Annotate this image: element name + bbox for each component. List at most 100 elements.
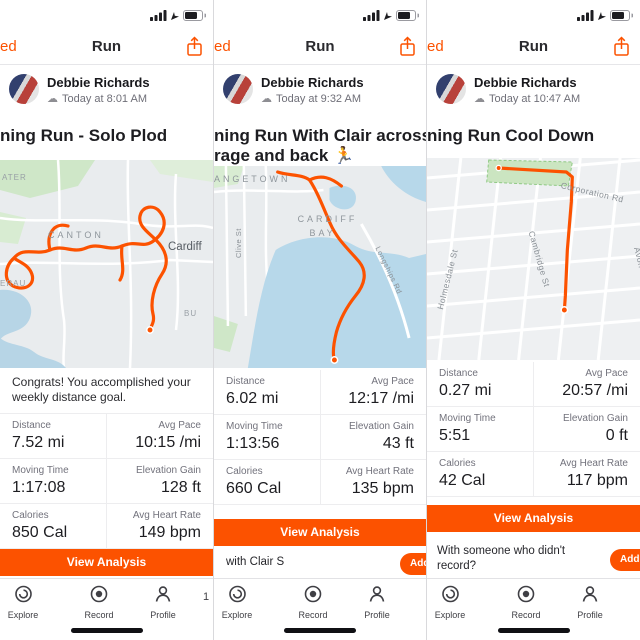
route-end-marker bbox=[560, 306, 569, 314]
stat-distance: Distance 6.02 mi bbox=[214, 370, 321, 414]
battery-icon bbox=[183, 10, 206, 21]
view-analysis-button[interactable]: View Analysis bbox=[214, 519, 426, 546]
activity-timestamp: ☁ Today at 8:01 AM bbox=[47, 92, 147, 106]
route-start-marker bbox=[495, 164, 502, 172]
map-parks bbox=[486, 159, 573, 187]
signal-icon bbox=[577, 10, 594, 21]
battery-icon bbox=[396, 10, 419, 21]
route-map[interactable]: ATER CANTON Cardiff ERAU BU bbox=[0, 160, 213, 368]
stats-grid: Distance 6.02 mi Avg Pace 12:17 /mi Moving… bbox=[214, 370, 426, 505]
stat-avg-pace: Avg Pace 10:15 /mi bbox=[135, 420, 201, 451]
activity-title: ning Run With Clair across the rage and … bbox=[214, 126, 426, 165]
weather-cloud-icon: ☁ bbox=[261, 93, 272, 105]
explore-icon bbox=[228, 585, 246, 603]
status-bar bbox=[0, 0, 213, 30]
athlete-name[interactable]: Debbie Richards bbox=[474, 75, 577, 90]
map-parks bbox=[214, 166, 244, 352]
stat-avg-heart-rate: Avg Heart Rate 149 bpm bbox=[132, 510, 201, 541]
view-analysis-button[interactable]: View Analysis bbox=[427, 505, 640, 532]
battery-icon bbox=[610, 10, 633, 21]
route-line bbox=[276, 170, 366, 364]
screenshot-panel-1: ed Run Debbie Richards ☁ Today at 8:01 AM… bbox=[0, 0, 213, 640]
share-icon[interactable] bbox=[186, 36, 203, 62]
route-line bbox=[4, 205, 168, 334]
activity-timestamp: ☁ Today at 10:47 AM bbox=[474, 92, 581, 106]
stats-row: Calories 42 Cal Avg Heart Rate 117 bpm bbox=[427, 452, 640, 497]
share-icon[interactable] bbox=[399, 36, 416, 62]
stat-distance: Distance 0.27 mi bbox=[427, 362, 534, 406]
signal-icon bbox=[363, 10, 380, 21]
profile-icon bbox=[582, 586, 598, 602]
record-icon bbox=[90, 585, 108, 603]
home-indicator bbox=[70, 628, 143, 633]
stat-elevation-gain: Elevation Gain 43 ft bbox=[348, 421, 414, 452]
weather-cloud-icon: ☁ bbox=[47, 93, 58, 105]
back-button[interactable]: ed bbox=[0, 38, 17, 55]
tab-explore[interactable]: Explore bbox=[427, 584, 473, 620]
footer-note: With someone who didn't record? bbox=[437, 545, 566, 572]
avatar[interactable] bbox=[9, 74, 39, 104]
tab-record[interactable]: Record bbox=[503, 584, 549, 620]
back-button[interactable]: ed bbox=[214, 38, 231, 55]
tab-bar: Explore Record Profile bbox=[427, 578, 640, 640]
tab-bar: Explore Record Profile bbox=[214, 578, 426, 640]
activity-title: ning Run Cool Down bbox=[427, 126, 595, 145]
stat-calories: Calories 660 Cal bbox=[214, 460, 321, 504]
activity-title: ning Run - Solo Plod bbox=[0, 126, 168, 145]
athlete-name[interactable]: Debbie Richards bbox=[261, 75, 364, 90]
avatar[interactable] bbox=[223, 74, 253, 104]
svg-text:ERAU: ERAU bbox=[0, 279, 26, 288]
share-icon[interactable] bbox=[613, 36, 630, 62]
stats-row: Distance 7.52 mi Avg Pace 10:15 /mi bbox=[0, 414, 213, 459]
screenshot-panel-3: ed Run Debbie Richards ☁ Today at 10:47 A… bbox=[426, 0, 640, 640]
map-labels: ATER CANTON Cardiff ERAU BU bbox=[0, 173, 202, 318]
status-bar bbox=[214, 0, 426, 30]
tab-profile[interactable]: Profile bbox=[567, 584, 613, 620]
tab-profile[interactable]: Profile bbox=[354, 584, 400, 620]
svg-text:Avon: Avon bbox=[632, 246, 640, 269]
stat-calories: Calories 42 Cal bbox=[427, 452, 534, 496]
svg-text:CARDIFF: CARDIFF bbox=[298, 214, 358, 224]
tab-explore[interactable]: Explore bbox=[0, 584, 46, 620]
add-others-button[interactable]: Add Oth bbox=[400, 553, 426, 575]
stat-elevation-gain: Elevation Gain 128 ft bbox=[135, 465, 201, 496]
route-map[interactable]: Corporation Rd Cambridge St Holmesdale S… bbox=[427, 158, 640, 360]
nav-bar: ed Run bbox=[0, 30, 213, 65]
route-map[interactable]: ANGETOWN Clive St CARDIFF BAY Longships … bbox=[214, 166, 426, 368]
route-end-marker bbox=[146, 326, 154, 334]
location-arrow-icon bbox=[598, 11, 606, 20]
stat-calories: Calories 850 Cal bbox=[0, 504, 107, 548]
tab-fragment: 1 bbox=[203, 591, 210, 603]
tab-explore[interactable]: Explore bbox=[214, 584, 260, 620]
signal-icon bbox=[150, 10, 167, 21]
stats-row: Moving Time 5:51 Elevation Gain 0 ft bbox=[427, 407, 640, 452]
tab-bar: Explore Record Profile 1 bbox=[0, 578, 213, 640]
explore-icon bbox=[14, 585, 32, 603]
status-bar bbox=[427, 0, 640, 30]
map-roads bbox=[214, 166, 324, 327]
tab-profile[interactable]: Profile bbox=[140, 584, 186, 620]
add-others-button[interactable]: Add Oth bbox=[610, 549, 640, 571]
tab-record[interactable]: Record bbox=[76, 584, 122, 620]
activity-timestamp: ☁ Today at 9:32 AM bbox=[261, 92, 361, 106]
page-title: Run bbox=[91, 38, 122, 55]
back-button[interactable]: ed bbox=[427, 38, 444, 55]
svg-text:ATER: ATER bbox=[2, 173, 27, 182]
footer-note: with Clair S bbox=[226, 556, 285, 568]
goal-congrats-message: Congrats! You accomplished your weekly d… bbox=[0, 368, 213, 414]
stats-row: Distance 0.27 mi Avg Pace 20:57 /mi bbox=[427, 362, 640, 407]
map-roads-over bbox=[360, 223, 411, 339]
location-arrow-icon bbox=[171, 11, 179, 20]
view-analysis-button[interactable]: View Analysis bbox=[0, 549, 213, 576]
stat-avg-pace: Avg Pace 12:17 /mi bbox=[348, 376, 414, 407]
map-parks bbox=[0, 160, 213, 244]
avatar[interactable] bbox=[436, 74, 466, 104]
stats-row: Calories 660 Cal Avg Heart Rate 135 bpm bbox=[214, 460, 426, 505]
location-arrow-icon bbox=[384, 11, 392, 20]
stat-avg-heart-rate: Avg Heart Rate 117 bpm bbox=[559, 458, 628, 489]
athlete-name[interactable]: Debbie Richards bbox=[47, 75, 150, 90]
stats-grid: Distance 0.27 mi Avg Pace 20:57 /mi Moving… bbox=[427, 362, 640, 497]
svg-text:Cardiff: Cardiff bbox=[168, 241, 202, 253]
stat-elevation-gain: Elevation Gain 0 ft bbox=[562, 413, 628, 444]
tab-record[interactable]: Record bbox=[290, 584, 336, 620]
